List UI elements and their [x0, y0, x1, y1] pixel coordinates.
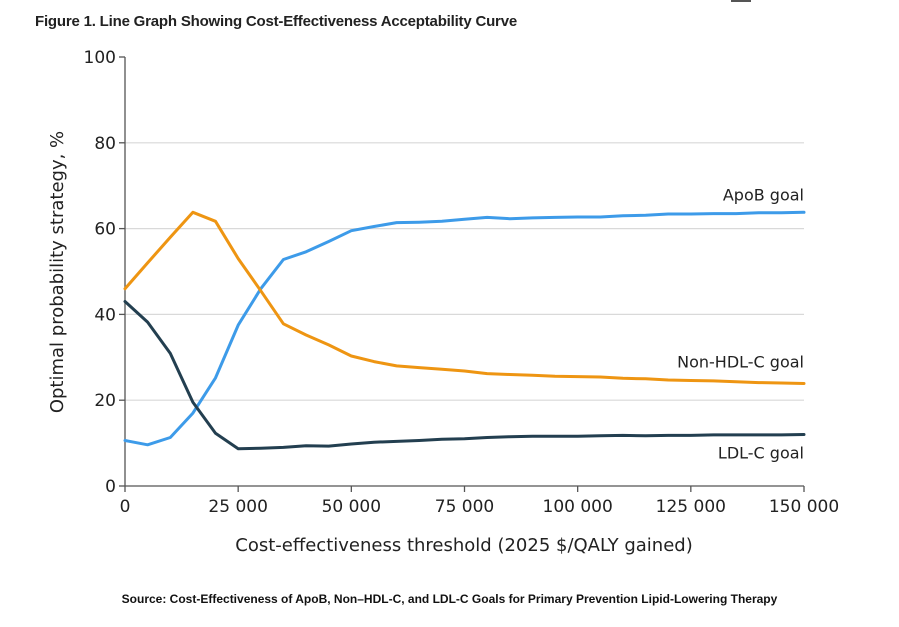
- page-edge-mark: [731, 0, 751, 2]
- y-axis-title: Optimal probability strategy, %: [47, 131, 68, 413]
- series-line-apob-goal: [123, 210, 806, 447]
- x-tick-label: 0: [120, 497, 131, 517]
- figure-title: Figure 1. Line Graph Showing Cost-Effect…: [35, 13, 517, 30]
- y-tick-label: 0: [105, 477, 116, 497]
- axes: [124, 57, 804, 487]
- y-tick-label: 20: [94, 391, 116, 411]
- series-label-ldl-c-goal: LDL-C goal: [718, 444, 804, 463]
- series-line-ldl-c-goal: [123, 300, 806, 451]
- gridlines: [125, 142, 804, 401]
- x-tick-label: 125 000: [656, 497, 726, 517]
- x-axis-title: Cost-effectiveness threshold (2025 $/QAL…: [235, 535, 693, 556]
- series-lines: [123, 210, 806, 451]
- series-label-non-hdl-c-goal: Non-HDL-C goal: [677, 352, 804, 371]
- source-caption: Source: Cost-Effectiveness of ApoB, Non–…: [121, 592, 778, 606]
- x-tick-label: 25 000: [208, 497, 267, 517]
- y-tick-label: 80: [94, 134, 116, 154]
- x-tick-label: 100 000: [543, 497, 613, 517]
- ticks: 0 20 40 60 80 100 0 25 000 50 000 75 000 100 000 12…: [84, 48, 840, 517]
- y-tick-label: 100: [84, 48, 116, 68]
- y-tick-label: 60: [94, 220, 116, 240]
- x-tick-label: 75 000: [435, 497, 494, 517]
- y-tick-label: 40: [94, 305, 116, 325]
- x-tick-label: 50 000: [322, 497, 381, 517]
- series-line-non-hdl-c-goal: [123, 210, 806, 385]
- x-tick-label: 150 000: [769, 497, 839, 517]
- series-label-apob-goal: ApoB goal: [723, 185, 804, 204]
- series-labels: ApoB goal Non-HDL-C goal LDL-C goal: [677, 185, 804, 462]
